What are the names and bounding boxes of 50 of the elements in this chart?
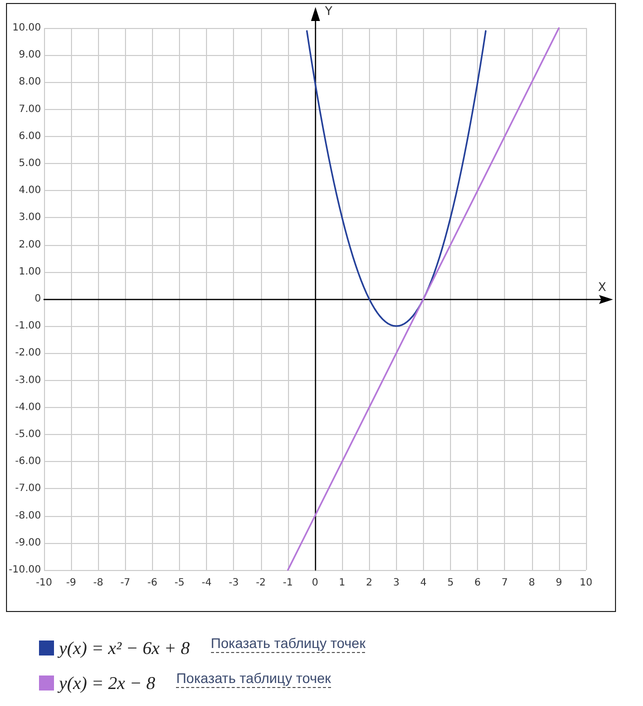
x-tick-label: 7 <box>502 578 508 588</box>
y-tick-label: -8.00 <box>15 510 41 522</box>
points-table-link[interactable]: Показать таблицу точек <box>210 635 366 653</box>
x-tick-label: -10 <box>36 578 52 588</box>
x-tick-label: 3 <box>393 578 400 588</box>
y-tick-label: 3.00 <box>18 212 41 224</box>
y-tick-label: -9.00 <box>15 537 41 548</box>
line-series <box>306 30 487 327</box>
y-tick-label: 5.00 <box>18 158 41 169</box>
x-tick-label: 4 <box>420 578 427 588</box>
y-tick-label: -4.00 <box>15 402 41 413</box>
x-tick-label: 2 <box>366 578 372 588</box>
x-tick-label: 10 <box>580 578 592 588</box>
y-tick-label: 1.00 <box>18 266 41 278</box>
legend-label: y(x) = 2x − 8 <box>57 673 156 693</box>
x-tick-label: -9 <box>66 578 76 588</box>
y-tick-label: -6.00 <box>15 456 41 468</box>
y-tick-label: -7.00 <box>15 483 41 494</box>
y-tick-label: -2.00 <box>15 348 41 359</box>
y-axis-title: Y <box>324 4 333 18</box>
x-tick-label: 9 <box>556 578 562 588</box>
x-tick-label: -6 <box>147 578 158 588</box>
y-tick-label: -1.00 <box>15 320 41 332</box>
x-tick-label: -1 <box>282 578 293 588</box>
x-tick-label: 6 <box>474 578 481 588</box>
x-tick-label: -3 <box>228 578 239 588</box>
y-tick-label: -5.00 <box>15 429 41 440</box>
legend-label: y(x) = x² − 6x + 8 <box>57 638 190 658</box>
y-tick-label: 8.00 <box>18 76 41 88</box>
x-tick-label: -5 <box>174 578 184 588</box>
y-tick-label: 4.00 <box>18 185 41 196</box>
x-tick-label: -4 <box>202 578 212 588</box>
x-tick-label: 5 <box>447 578 454 588</box>
x-tick-label: -7 <box>120 578 130 588</box>
x-tick-label: 0 <box>312 578 318 588</box>
y-tick-label: 6.00 <box>18 130 41 142</box>
x-tick-label: -2 <box>256 578 266 588</box>
y-tick-label: -10.00 <box>8 564 41 576</box>
x-tick-label: 1 <box>338 578 346 588</box>
y-tick-label: -3.00 <box>15 374 41 386</box>
x-axis-title: X <box>598 280 606 294</box>
x-tick-label: -8 <box>93 578 104 588</box>
y-tick-label: 7.00 <box>18 104 41 115</box>
points-table-link[interactable]: Показать таблицу точек <box>176 670 331 688</box>
y-tick-label: 2.00 <box>18 239 41 250</box>
y-tick-label: 9.00 <box>18 50 41 61</box>
x-tick-label: 8 <box>528 578 535 588</box>
line-series <box>287 27 560 571</box>
y-tick-label: 10.00 <box>12 22 41 34</box>
y-tick-label: 0 <box>34 294 41 304</box>
